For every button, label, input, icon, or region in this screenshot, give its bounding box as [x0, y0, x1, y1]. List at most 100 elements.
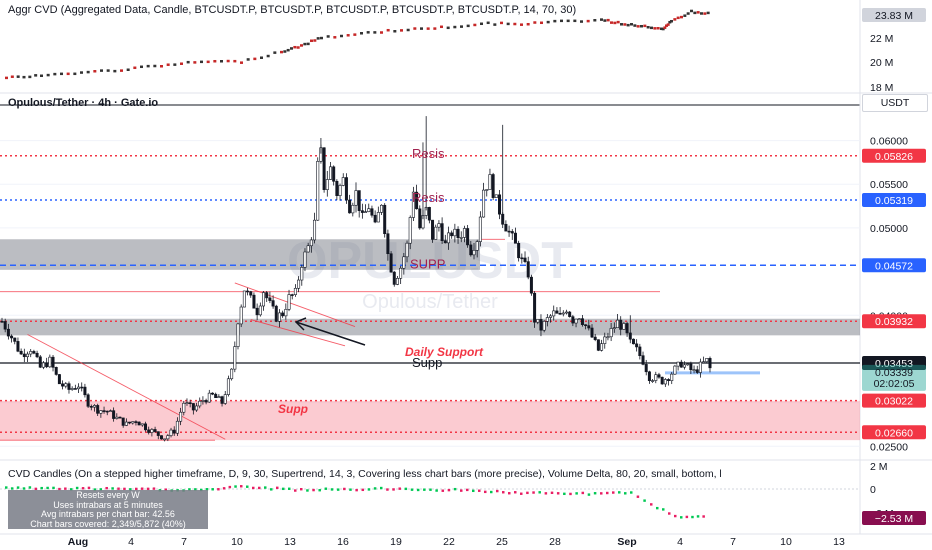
level-price-tag: [862, 148, 926, 163]
level-price-tag: [862, 193, 926, 208]
top-cvd-candle: [53, 72, 57, 76]
candle-body: [408, 217, 412, 244]
bottom-indicator-title[interactable]: CVD Candles (On a stepped higher timefra…: [8, 468, 722, 480]
currency-label[interactable]: USDT: [862, 94, 928, 112]
bottom-cvd-candle: [10, 487, 14, 490]
level-price-text: 0.03453: [875, 358, 913, 370]
candle-body: [708, 358, 712, 369]
main-chart-title[interactable]: Opulous/Tether · 4h · Gate.io: [8, 97, 159, 109]
price-tick-label: 0.06000: [870, 136, 908, 148]
candle-body: [686, 363, 690, 366]
candle-body: [80, 386, 84, 389]
bottom-cvd-candle: [453, 487, 457, 491]
price-tick-label: 0.05000: [870, 223, 908, 235]
candle-body: [364, 211, 368, 213]
candle-body: [153, 429, 157, 432]
candle-body: [513, 232, 517, 244]
candle-body: [596, 339, 600, 351]
bottom-cvd-candle: [205, 488, 209, 491]
current-price-tag: [862, 364, 926, 391]
candle-body: [392, 271, 396, 285]
top-indicator-title[interactable]: Aggr CVD (Aggregated Data, Candle, BTCUS…: [8, 4, 577, 16]
top-indicator-layer: 22 M 20 M 18 M 23.83 M: [5, 8, 926, 94]
top-cvd-candle: [653, 27, 657, 30]
top-cvd-candle: [34, 74, 38, 77]
candle-body: [191, 403, 195, 411]
top-cvd-candle: [533, 21, 537, 24]
info-line: Resets every W: [76, 490, 140, 500]
bottom-cvd-candle: [612, 491, 615, 494]
candle-body: [399, 267, 403, 279]
candle-body: [236, 323, 240, 347]
bottom-cvd-candle: [129, 488, 132, 491]
candle-body: [147, 429, 151, 433]
top-cvd-candle: [683, 14, 687, 17]
candle-body: [316, 161, 320, 221]
top-cvd-candle: [493, 23, 497, 26]
candle-body: [51, 356, 55, 368]
time-tick-label: 4: [128, 536, 134, 548]
top-cvd-candle: [686, 12, 690, 15]
bottom-cvd-candle: [40, 486, 43, 490]
level-price-text: 0.04572: [875, 260, 913, 272]
bottom-cvd-candle: [392, 488, 395, 491]
time-tick-label: 22: [443, 536, 455, 548]
candle-body: [13, 337, 17, 342]
candle-body: [523, 257, 527, 262]
bottom-cvd-candle: [336, 488, 340, 491]
candle-body: [86, 394, 90, 407]
candle-body: [600, 343, 604, 351]
price-grid: [0, 140, 860, 447]
bottom-cvd-candle: [217, 488, 220, 491]
candle-body: [281, 312, 285, 317]
bottom-cvd-candle: [563, 492, 566, 496]
bottom-cvd-candle: [99, 488, 103, 491]
bottom-cvd-candle: [306, 489, 309, 492]
bottom-cvd-candle: [288, 487, 291, 490]
bottom-cvd-candle: [312, 488, 315, 492]
top-cvd-candle: [693, 11, 697, 15]
top-cvd-candle: [600, 18, 603, 21]
time-axis[interactable]: Aug 4 7 10 13 16 19 22 25 28 Sep 4 7 10 13: [68, 536, 845, 548]
top-cvd-candle: [253, 57, 257, 61]
level-price-text: 0.05826: [875, 151, 913, 163]
bottom-cvd-candle: [234, 485, 237, 488]
bottom-cvd-candle: [152, 487, 156, 490]
candle-body: [440, 223, 444, 241]
price-axis[interactable]: 0.060000.055000.050000.040000.030000.025…: [862, 136, 926, 454]
candle-body: [431, 219, 435, 240]
bottom-cvd-candle: [484, 490, 487, 494]
trend-line: [234, 282, 356, 328]
candle-body: [351, 204, 355, 214]
top-cvd-candle: [40, 74, 43, 78]
bottom-cvd-candle: [93, 488, 97, 491]
bottom-cvd-candle: [696, 515, 700, 518]
candle-body: [635, 343, 639, 348]
top-cvd-candle: [606, 18, 610, 22]
bottom-cvd-candle: [447, 488, 451, 492]
candle-body: [478, 216, 482, 242]
bottom-cvd-candle: [674, 514, 677, 518]
candle-body: [265, 292, 269, 299]
top-cvd-candle: [546, 20, 550, 24]
bottom-cvd-candle: [75, 486, 79, 490]
top-cvd-candle: [286, 48, 290, 52]
top-cvd-candle: [303, 42, 307, 46]
top-cvd-candle: [273, 51, 277, 54]
level-price-text: 0.05319: [875, 195, 913, 207]
candle-body: [313, 219, 317, 241]
top-cvd-candle: [603, 19, 607, 22]
bottom-cvd-candle: [478, 489, 481, 492]
candle-body: [258, 305, 262, 316]
candle-body: [517, 242, 521, 259]
candle-body: [702, 361, 706, 363]
candle-body: [144, 423, 148, 431]
top-cvd-candle: [453, 25, 457, 29]
candle-body: [469, 244, 473, 256]
trendlines-layer[interactable]: [0, 238, 760, 441]
top-cvd-candle: [60, 72, 63, 76]
bottom-cvd-candle: [361, 488, 365, 492]
bottom-cvd-candle: [240, 485, 243, 488]
